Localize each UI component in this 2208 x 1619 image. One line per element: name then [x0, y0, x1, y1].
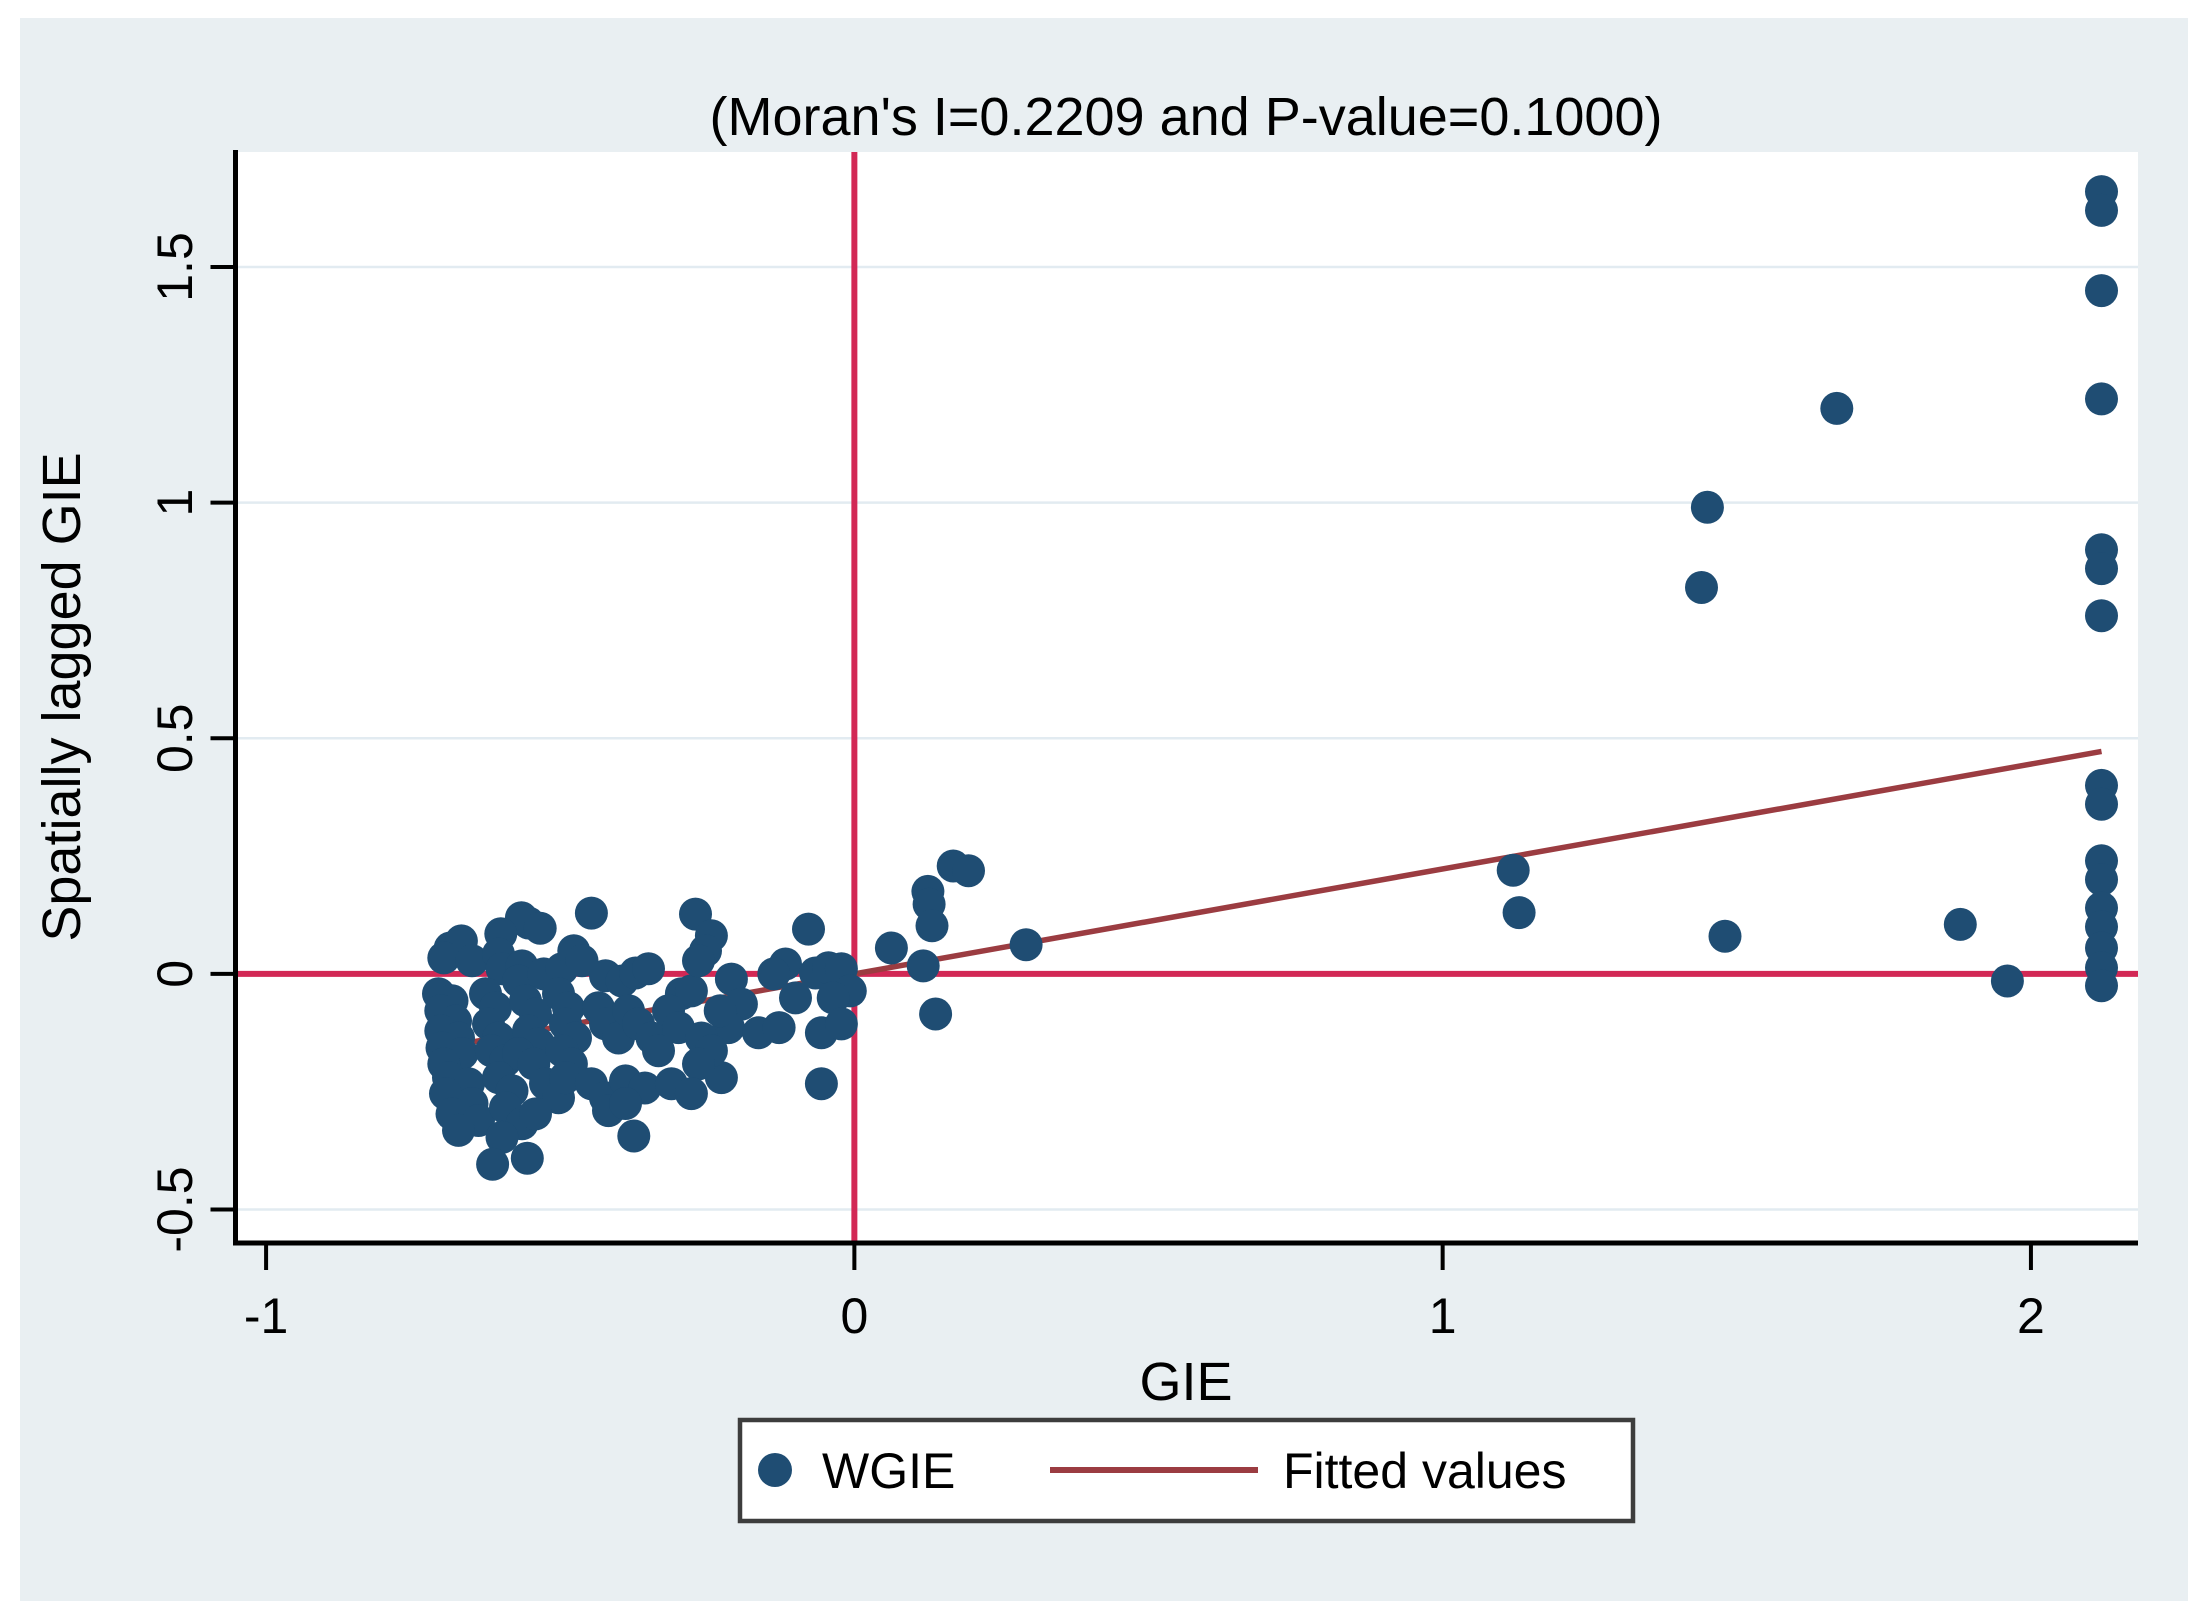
- data-point: [2085, 382, 2118, 416]
- data-point: [1009, 928, 1043, 962]
- x-tick-label: 1: [1429, 1288, 1457, 1344]
- data-point: [1943, 907, 1977, 941]
- data-point: [609, 1087, 642, 1120]
- data-point: [2085, 193, 2118, 227]
- data-point: [915, 909, 949, 943]
- data-point: [682, 944, 715, 978]
- data-point: [485, 1120, 519, 1154]
- data-point: [642, 1034, 675, 1068]
- data-point: [617, 1119, 651, 1153]
- y-tick-label: 0: [147, 960, 203, 988]
- data-point: [2085, 599, 2118, 633]
- data-point: [919, 997, 953, 1031]
- data-point: [703, 994, 737, 1028]
- x-tick-label: 0: [840, 1288, 868, 1344]
- legend-fitted-label: Fitted values: [1283, 1443, 1566, 1499]
- data-point: [674, 974, 708, 1008]
- data-point: [1690, 490, 1724, 524]
- y-tick-label: 0.5: [147, 704, 203, 774]
- data-point: [574, 896, 608, 930]
- data-point: [632, 952, 665, 986]
- data-point: [762, 1011, 796, 1045]
- axis-ticks: [210, 264, 2033, 1270]
- data-point: [510, 1141, 544, 1175]
- data-point: [2085, 969, 2118, 1003]
- data-point: [549, 1061, 582, 1095]
- data-point: [455, 944, 489, 978]
- data-point: [757, 957, 791, 991]
- axis-tick-labels: -0.5 0 0.5 1 1.5 -1 0 1 2: [147, 232, 2045, 1344]
- chart-title: (Moran's I=0.2209 and P-value=0.1000): [710, 87, 1663, 147]
- legend: WGIE Fitted values: [737, 1417, 1636, 1524]
- data-point: [2085, 787, 2118, 821]
- data-point: [804, 1067, 838, 1101]
- x-tick-label: -1: [244, 1288, 288, 1344]
- data-point: [1685, 571, 1718, 604]
- data-point: [519, 1097, 552, 1131]
- data-point: [2085, 552, 2118, 586]
- x-axis-title: GIE: [1139, 1352, 1232, 1412]
- y-tick-label: -0.5: [147, 1166, 203, 1252]
- data-point: [816, 981, 850, 1015]
- y-axis-title: Spatially lagged GIE: [32, 452, 92, 941]
- data-point: [952, 854, 985, 888]
- legend-wgie-label: WGIE: [822, 1443, 955, 1499]
- data-point: [442, 1113, 475, 1147]
- data-point: [779, 981, 812, 1015]
- data-point: [476, 1147, 510, 1181]
- x-tick-label: 2: [2017, 1288, 2045, 1344]
- data-point: [1502, 896, 1536, 930]
- y-tick-label: 1.5: [147, 232, 203, 302]
- data-point: [1820, 391, 1854, 425]
- data-point: [714, 962, 748, 996]
- data-point: [1990, 964, 2024, 998]
- data-point: [1496, 853, 1530, 887]
- data-point: [565, 944, 599, 978]
- data-point: [427, 941, 461, 975]
- y-tick-label: 1: [147, 489, 203, 517]
- data-point: [2085, 274, 2118, 308]
- data-point: [523, 911, 557, 945]
- data-point: [2085, 863, 2118, 897]
- data-point: [674, 1077, 708, 1111]
- data-point: [824, 1007, 858, 1041]
- scatter-points: [422, 175, 2118, 1181]
- data-point: [792, 912, 825, 946]
- legend-wgie-dot-icon: [758, 1453, 792, 1487]
- data-point: [906, 949, 940, 983]
- data-point: [874, 931, 908, 965]
- data-point: [1708, 919, 1742, 953]
- data-point: [682, 1047, 715, 1081]
